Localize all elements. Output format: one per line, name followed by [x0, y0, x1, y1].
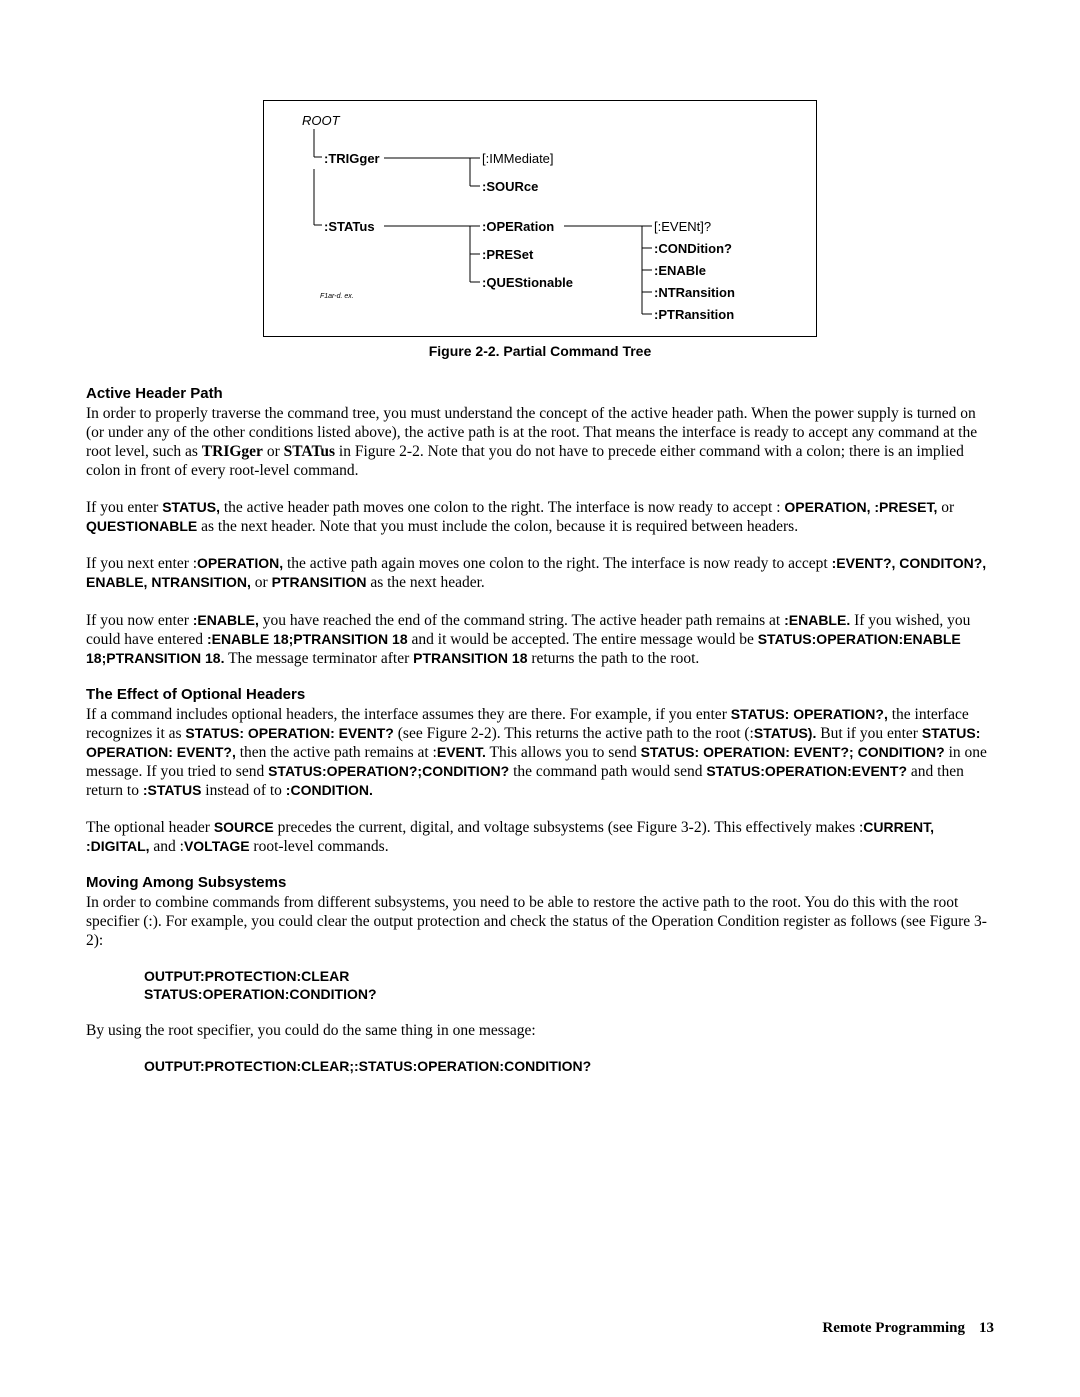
text-sans: PTRANSITION: [272, 574, 367, 590]
text: By using the root specifier, you could d…: [86, 1022, 536, 1039]
figure-caption: Figure 2-2. Partial Command Tree: [86, 343, 994, 359]
diagram-node-root: ROOT: [302, 113, 340, 128]
text: This allows you to send: [486, 744, 641, 761]
text-sans: :CONDITION.: [286, 782, 373, 798]
text: the active header path moves one colon t…: [220, 499, 784, 516]
text-bold: TRIGger: [202, 443, 263, 460]
text: The message terminator after: [224, 650, 413, 667]
text: The optional header: [86, 819, 214, 836]
text-sans: EVENT.: [437, 744, 486, 760]
diagram-node-enable: :ENABle: [654, 263, 706, 278]
text: or: [937, 499, 954, 516]
text: as the next header.: [366, 574, 484, 591]
text: or: [263, 443, 284, 460]
text: (see Figure 2-2). This returns the activ…: [394, 725, 754, 742]
diagram-node-ptransition: :PTRansition: [654, 307, 734, 322]
text: or: [251, 574, 272, 591]
code-line: OUTPUT:PROTECTION:CLEAR: [144, 968, 994, 986]
text-sans: OPERATION, :PRESET,: [784, 499, 937, 515]
diagram-node-event: [:EVENt]?: [654, 219, 711, 234]
page-number: 13: [979, 1320, 994, 1336]
text-sans: SOURCE: [214, 819, 274, 835]
diagram-node-questionable: :QUEStionable: [482, 275, 573, 290]
text-sans: PTRANSITION 18: [413, 650, 527, 666]
diagram-node-condition: :CONDition?: [654, 241, 732, 256]
command-tree-diagram: ROOT :TRIGger [:IMMediate] :SOURce :STATus :O…: [263, 100, 817, 337]
diagram-node-source: :SOURce: [482, 179, 538, 194]
paragraph: In order to combine commands from differ…: [86, 893, 994, 950]
text: If a command includes optional headers, …: [86, 706, 731, 723]
text-sans: :ENABLE.: [784, 612, 850, 628]
text-sans: STATUS: OPERATION: EVENT?; CONDITION?: [641, 744, 945, 760]
text-sans: VOLTAGE: [184, 838, 250, 854]
text: as the next header. Note that you must i…: [197, 518, 798, 535]
paragraph: If you enter STATUS, the active header p…: [86, 498, 994, 536]
diagram-node-status: :STATus: [324, 219, 375, 234]
text-sans: OPERATION,: [197, 555, 283, 571]
diagram-node-trigger: :TRIGger: [324, 151, 380, 166]
heading-active-header-path: Active Header Path: [86, 385, 994, 402]
footer-title: Remote Programming: [822, 1320, 965, 1336]
diagram-node-preset: :PRESet: [482, 247, 533, 262]
code-line: OUTPUT:PROTECTION:CLEAR;:STATUS:OPERATIO…: [144, 1058, 994, 1076]
text: If you now enter: [86, 612, 193, 629]
text-sans: STATUS: OPERATION: EVENT?: [185, 725, 393, 741]
text-sans: STATUS: OPERATION?,: [731, 706, 888, 722]
text-bold: STATus: [284, 443, 335, 460]
text: precedes the current, digital, and volta…: [274, 819, 864, 836]
heading-optional-headers: The Effect of Optional Headers: [86, 686, 994, 703]
paragraph: If you next enter :OPERATION, the active…: [86, 554, 994, 592]
document-page: ROOT :TRIGger [:IMMediate] :SOURce :STATus :O…: [0, 0, 1080, 1154]
text-sans: STATUS,: [162, 499, 220, 515]
text-sans: :STATUS: [143, 782, 202, 798]
text: But if you enter: [816, 725, 921, 742]
code-block: OUTPUT:PROTECTION:CLEAR;:STATUS:OPERATIO…: [144, 1058, 994, 1076]
text: and :: [150, 838, 184, 855]
text: instead of to: [201, 782, 285, 799]
paragraph: In order to properly traverse the comman…: [86, 404, 994, 480]
paragraph: By using the root specifier, you could d…: [86, 1021, 994, 1040]
text: the command path would send: [509, 763, 706, 780]
text-sans: STATUS:OPERATION:EVENT?: [706, 763, 907, 779]
diagram-node-operation: :OPERation: [482, 219, 554, 234]
diagram-node-ntransition: :NTRansition: [654, 285, 735, 300]
text: the active path again moves one colon to…: [283, 555, 831, 572]
text: then the active path remains at :: [236, 744, 437, 761]
text-sans: :ENABLE 18;PTRANSITION 18: [207, 631, 408, 647]
code-line: STATUS:OPERATION:CONDITION?: [144, 986, 994, 1004]
text-sans: STATUS).: [754, 725, 816, 741]
text-sans: STATUS:OPERATION?;CONDITION?: [268, 763, 509, 779]
paragraph: The optional header SOURCE precedes the …: [86, 818, 994, 856]
text: root-level commands.: [250, 838, 389, 855]
diagram-node-immediate: [:IMMediate]: [482, 151, 554, 166]
code-block: OUTPUT:PROTECTION:CLEAR STATUS:OPERATION…: [144, 968, 994, 1003]
text-sans: QUESTIONABLE: [86, 518, 197, 534]
diagram-node-tiny: F1ar-d. ex.: [320, 293, 354, 300]
heading-moving-subsystems: Moving Among Subsystems: [86, 874, 994, 891]
text: In order to combine commands from differ…: [86, 894, 987, 949]
text: you have reached the end of the command …: [259, 612, 784, 629]
paragraph: If a command includes optional headers, …: [86, 705, 994, 800]
text-sans: :ENABLE,: [193, 612, 259, 628]
text: If you enter: [86, 499, 162, 516]
text: If you next enter :: [86, 555, 197, 572]
paragraph: If you now enter :ENABLE, you have reach…: [86, 611, 994, 668]
text: and it would be accepted. The entire mes…: [408, 631, 758, 648]
text: returns the path to the root.: [528, 650, 700, 667]
page-footer: Remote Programming 13: [822, 1320, 994, 1337]
